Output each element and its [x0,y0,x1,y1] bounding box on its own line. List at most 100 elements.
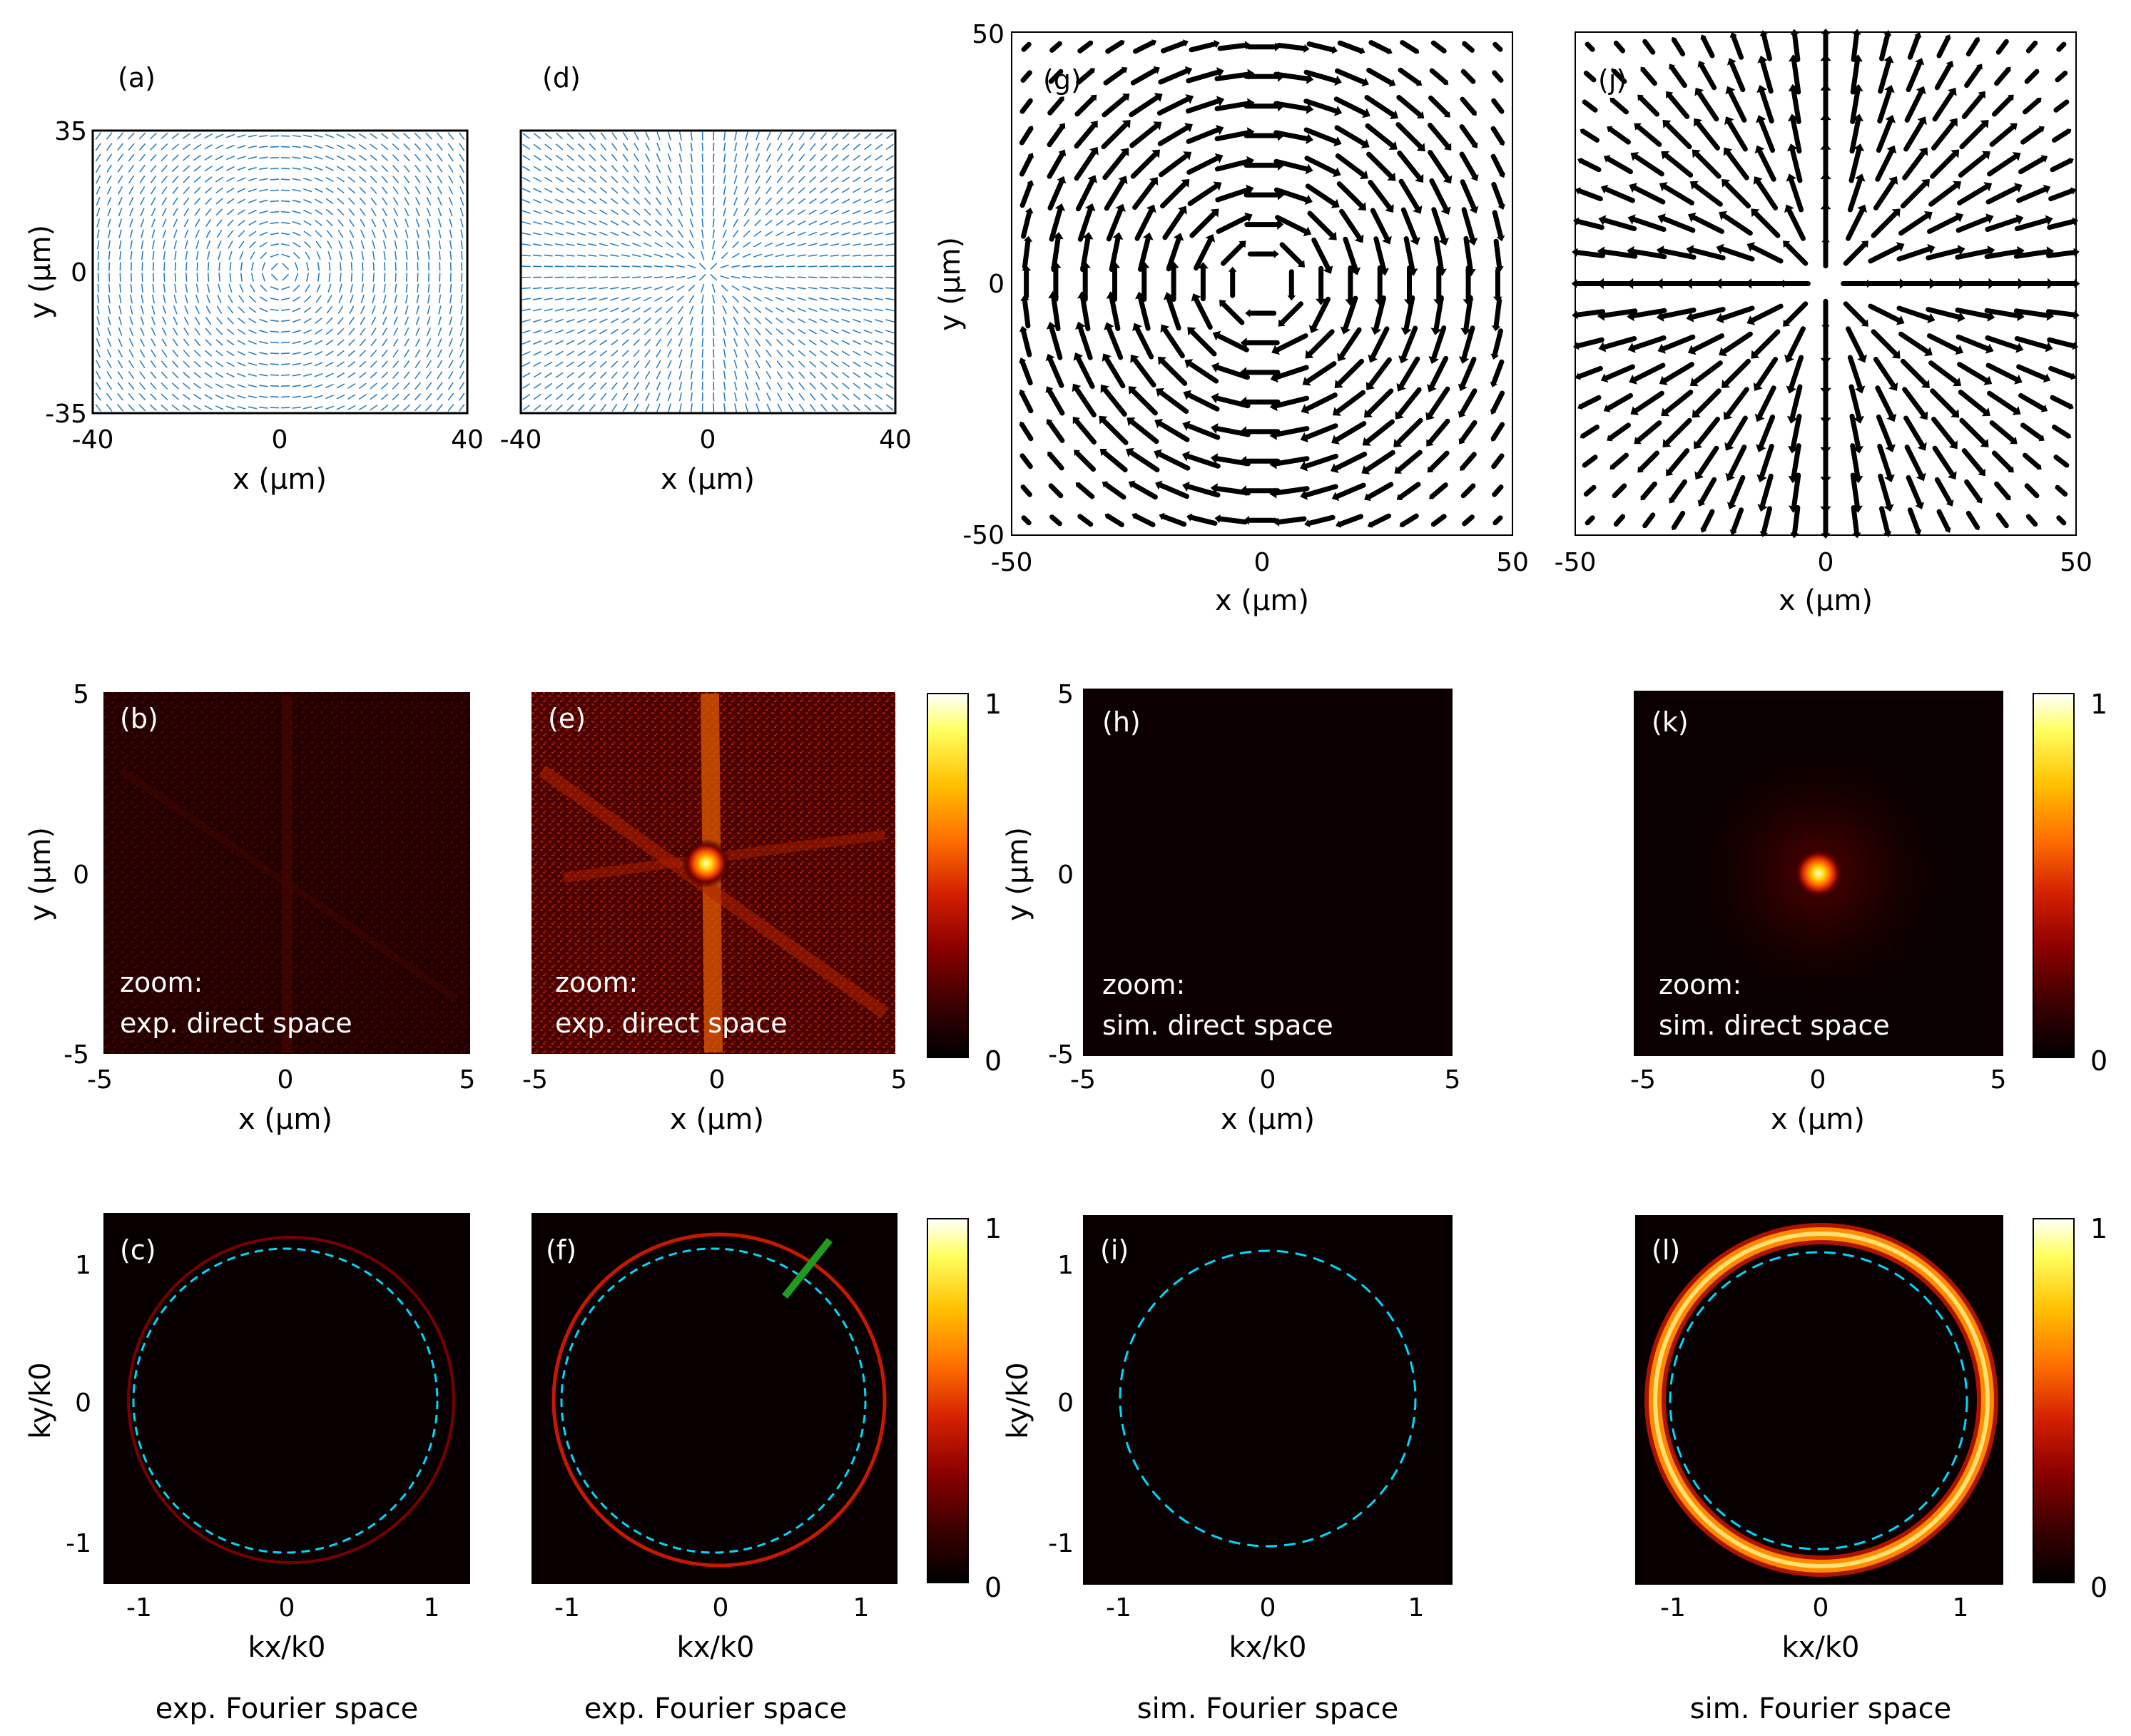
field-arrow [798,392,805,401]
field-arrow [1934,63,1953,91]
field-arrow [392,197,399,205]
field-arrow [204,372,213,378]
field-arrow [766,176,772,183]
field-arrow [150,154,157,161]
field-arrow [107,316,111,325]
field-arrow [820,372,828,379]
arrow-head [1948,440,1958,450]
field-arrow [656,142,661,151]
x-tick-label: -50 [991,548,1033,577]
field-arrow [1021,328,1032,357]
field-arrow [621,231,630,236]
field-arrow [347,372,356,378]
field-arrow [249,295,256,303]
field-arrow [1726,119,1748,152]
field-arrow [193,394,202,400]
field-arrow [1189,41,1218,53]
field-arrow [653,286,663,290]
field-arrow [533,188,541,193]
field-arrow [622,382,629,390]
field-arrow [414,154,421,162]
field-arrow [292,156,301,159]
arrow-head [1334,106,1343,116]
field-arrow [1461,325,1475,360]
field-arrow [314,188,323,193]
field-arrow [259,352,268,355]
field-arrow [370,165,377,172]
field-arrow [742,285,751,290]
field-arrow [742,253,751,258]
field-arrow [798,220,806,225]
arrow-head [2036,465,2042,469]
arrow-head [1350,267,1361,275]
field-arrow [1662,184,1694,205]
panel-label: (b) [120,703,158,734]
y-tick-label: 1 [1057,1251,1074,1280]
field-arrow [437,360,443,369]
field-arrow [259,220,268,225]
field-arrow [522,405,530,411]
arrow-head [2068,158,2074,164]
panel-g: (g) 50 0 -50 -50 0 50 x (μm) y (μm) [934,20,1529,617]
arrow-head [1883,504,1894,512]
field-arrow [359,176,367,183]
arrow-head [2040,155,2048,163]
field-arrow [644,318,651,324]
field-arrow [1337,514,1363,527]
x-axis-label: kx/k0 [1229,1631,1307,1664]
field-arrow [1080,295,1091,332]
field-arrow [403,133,410,140]
arrow-head [2012,406,2021,415]
field-arrow [633,328,641,335]
field-arrow [370,405,378,411]
field-arrow [359,166,367,172]
panel-note: exp. direct space [555,1007,788,1039]
field-arrow [459,371,464,380]
field-arrow [338,240,343,249]
field-arrow [459,186,464,195]
arrow-head [1786,143,1798,152]
field-arrow [863,243,873,246]
field-arrow [690,196,693,206]
field-arrow [733,316,738,325]
field-arrow [337,350,345,357]
field-arrow [841,198,850,204]
field-arrow [228,295,233,303]
emission-ring [551,1232,887,1568]
field-arrow [270,146,280,148]
field-arrow [327,251,332,260]
arrow-head [1471,111,1477,116]
field-arrow [1849,413,1861,450]
arrow-head [1572,310,1578,320]
field-arrow [864,382,872,389]
field-arrow [544,404,552,411]
x-tick-label: 1 [424,1593,440,1623]
arrow-head [1726,502,1736,509]
field-arrow [633,198,640,205]
arrow-head [2008,466,2014,473]
field-arrow [1186,98,1221,114]
field-arrow [875,351,883,356]
field-arrow [566,308,575,312]
field-arrow [885,308,895,312]
field-arrow [775,307,784,313]
field-arrow [350,283,353,293]
field-arrow [237,351,246,356]
field-arrow [215,198,223,205]
field-arrow [797,231,806,236]
field-arrow [118,294,122,304]
arrow-head [1697,61,1706,68]
field-arrow [306,273,310,282]
field-arrow [522,133,530,139]
field-arrow [325,188,334,193]
field-arrow [600,143,607,151]
arrow-head [1460,466,1465,471]
field-arrow [215,155,224,161]
field-arrow [108,305,111,315]
panel-label: (d) [542,62,581,93]
arrow-head [1187,327,1196,336]
field-arrow [874,330,883,334]
field-arrow [325,372,334,377]
field-arrow [425,404,432,412]
arrow-head [1723,147,1733,156]
